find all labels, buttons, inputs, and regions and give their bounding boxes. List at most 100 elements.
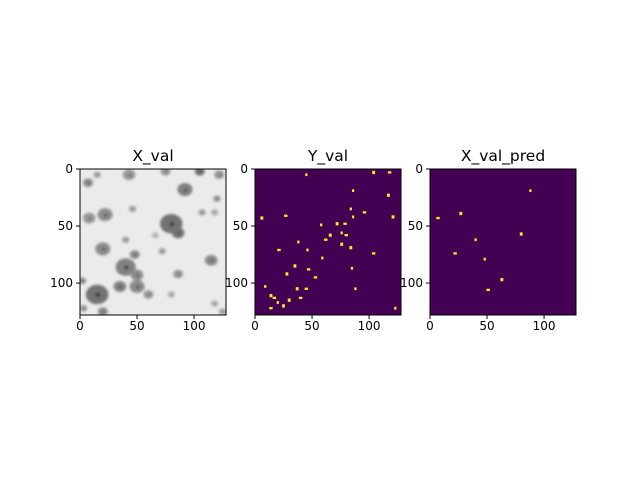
panel-x-val-pred: X_val_pred 0 50 100 0 50 100	[400, 147, 577, 333]
cell-nucleus	[124, 265, 129, 270]
y-tick-label: 0	[240, 162, 248, 176]
cell-nucleus	[171, 294, 173, 296]
positive-pixel	[284, 214, 288, 217]
positive-pixel	[306, 248, 309, 252]
cell-blob	[210, 209, 219, 216]
axes-y-val: 0 50 100 0 50 100	[225, 162, 380, 333]
cell-nucleus	[162, 250, 164, 253]
image-area-x-val-pred	[430, 169, 576, 315]
x-tick-label: 0	[76, 319, 84, 333]
cell-nucleus	[134, 253, 137, 257]
positive-pixel	[474, 238, 477, 242]
image-area-y-val	[255, 169, 401, 315]
positive-pixel	[453, 252, 457, 255]
positive-pixel	[436, 216, 440, 220]
cell-nucleus	[88, 217, 92, 220]
cell-nucleus	[210, 259, 214, 262]
cell-nucleus	[101, 247, 106, 251]
positive-pixel	[343, 222, 347, 225]
cell-nucleus	[199, 170, 202, 173]
positive-pixel	[349, 207, 352, 211]
cell-nucleus	[82, 280, 84, 283]
positive-pixel	[394, 306, 397, 310]
positive-pixel	[387, 171, 392, 174]
positive-pixel	[320, 223, 323, 227]
positive-pixel	[313, 276, 318, 279]
positive-pixel	[260, 216, 264, 220]
cell-blob	[210, 300, 219, 307]
positive-pixel	[335, 222, 339, 226]
cell-nucleus	[104, 213, 108, 217]
positive-pixel	[500, 278, 504, 282]
axes-x-val: 0 50 100 0 50 100	[50, 162, 205, 333]
cell-nucleus	[169, 221, 175, 227]
positive-pixel	[297, 240, 300, 244]
y-tick-label: 0	[65, 162, 73, 176]
positive-pixel	[519, 232, 523, 236]
positive-pixel	[351, 189, 355, 193]
x-tick-label: 50	[479, 319, 494, 333]
cell-nucleus	[128, 173, 131, 177]
x-tick-label: 50	[129, 319, 144, 333]
positive-pixel	[321, 256, 324, 260]
plot-frame	[79, 168, 227, 316]
cell-nucleus	[177, 273, 180, 276]
cell-blob	[128, 205, 137, 213]
plot-frame	[429, 168, 577, 316]
positive-pixel	[298, 296, 303, 300]
positive-pixel	[372, 170, 376, 175]
positive-pixel	[362, 211, 367, 214]
y-tick-label: 50	[408, 219, 423, 233]
positive-pixel	[351, 215, 355, 219]
cell-nucleus	[96, 174, 99, 176]
positive-pixel	[391, 215, 395, 219]
cell-nucleus	[214, 212, 217, 214]
positive-pixel	[344, 234, 348, 237]
positive-pixel	[486, 288, 490, 292]
positive-pixel	[264, 285, 267, 288]
cell-nucleus	[136, 274, 139, 277]
y-tick-label: 100	[400, 276, 423, 290]
positive-pixel	[287, 298, 291, 302]
cell-nucleus	[132, 208, 134, 211]
cell-nucleus	[136, 285, 140, 289]
cell-nucleus	[119, 285, 122, 289]
panel-title: Y_val	[307, 147, 348, 166]
cell-nucleus	[83, 307, 85, 310]
cell-nucleus	[155, 234, 157, 237]
cell-blobs	[80, 169, 226, 315]
cell-blob	[198, 209, 206, 216]
positive-pixel	[282, 304, 285, 308]
plot-frame	[254, 168, 402, 316]
cell-nucleus	[184, 188, 188, 192]
positive-pixel	[269, 307, 273, 310]
image-area-x-val	[80, 169, 226, 315]
cell-nucleus	[102, 311, 105, 314]
axes-x-val-pred: 0 50 100 0 50 100	[400, 162, 555, 333]
y-tick-label: 0	[415, 162, 423, 176]
positive-pixel	[387, 193, 390, 197]
positive-pixel	[328, 233, 332, 237]
cell-blob	[93, 171, 101, 178]
cell-nucleus	[214, 303, 217, 305]
y-tick-label: 50	[233, 219, 248, 233]
positive-pixel	[340, 231, 343, 235]
positive-pixel	[529, 189, 532, 193]
x-tick-label: 100	[183, 319, 206, 333]
positive-pixel	[293, 264, 297, 268]
cell-blob	[121, 236, 130, 243]
positive-pixel	[304, 287, 309, 290]
cell-blob	[218, 308, 226, 315]
cell-nucleus	[95, 292, 101, 298]
x-tick-label: 0	[426, 319, 434, 333]
image-background	[430, 169, 576, 315]
positive-pixel	[340, 242, 344, 246]
cell-blob	[151, 231, 160, 239]
cell-nucleus	[218, 174, 221, 177]
cell-nucleus	[177, 232, 181, 235]
x-tick-label: 100	[533, 319, 556, 333]
cell-blob	[158, 247, 166, 255]
positive-pixel	[323, 238, 328, 241]
image-background	[255, 169, 401, 315]
